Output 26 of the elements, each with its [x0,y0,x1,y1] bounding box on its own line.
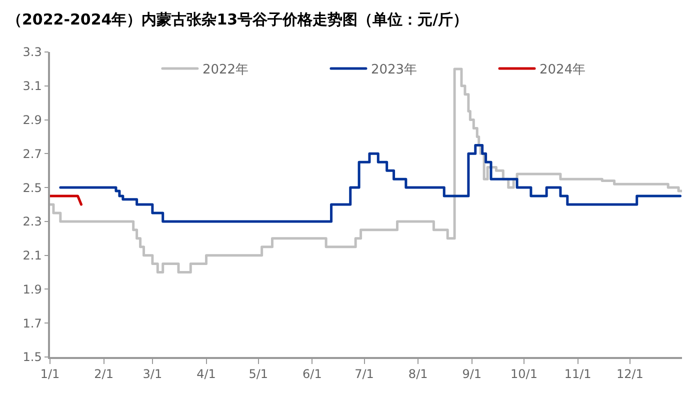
x-tick-label: 4/1 [196,367,216,382]
x-tick-label: 12/1 [616,367,644,382]
chart-title: （2022-2024年）内蒙古张杂13号谷子价格走势图（单位：元/斤） [7,10,468,28]
y-tick-label: 1.5 [22,350,42,364]
y-tick-label: 2.9 [22,112,42,127]
x-tick-label: 9/1 [462,367,482,382]
legend-label: 2024年 [540,62,586,78]
y-tick-label: 2.1 [22,248,42,263]
y-tick-label: 1.9 [22,282,42,296]
y-tick-label: 3.3 [22,45,42,60]
x-tick-label: 5/1 [248,367,268,382]
x-tick-label: 10/1 [510,367,538,382]
x-tick-label: 7/1 [354,367,374,382]
x-tick-label: 1/1 [40,367,60,382]
legend-label: 2022年 [202,62,249,78]
y-tick-label: 3.1 [22,79,42,94]
x-tick-label: 6/1 [302,367,322,382]
y-tick-label: 2.5 [22,180,42,195]
x-tick-label: 2/1 [94,367,114,382]
x-tick-label: 3/1 [142,367,162,382]
y-tick-label: 2.3 [22,214,42,229]
y-tick-label: 2.7 [22,146,42,161]
x-tick-label: 8/1 [408,367,428,382]
x-tick-label: 11/1 [564,367,592,382]
legend-label: 2023年 [370,62,418,78]
y-tick-label: 1.7 [22,316,42,330]
